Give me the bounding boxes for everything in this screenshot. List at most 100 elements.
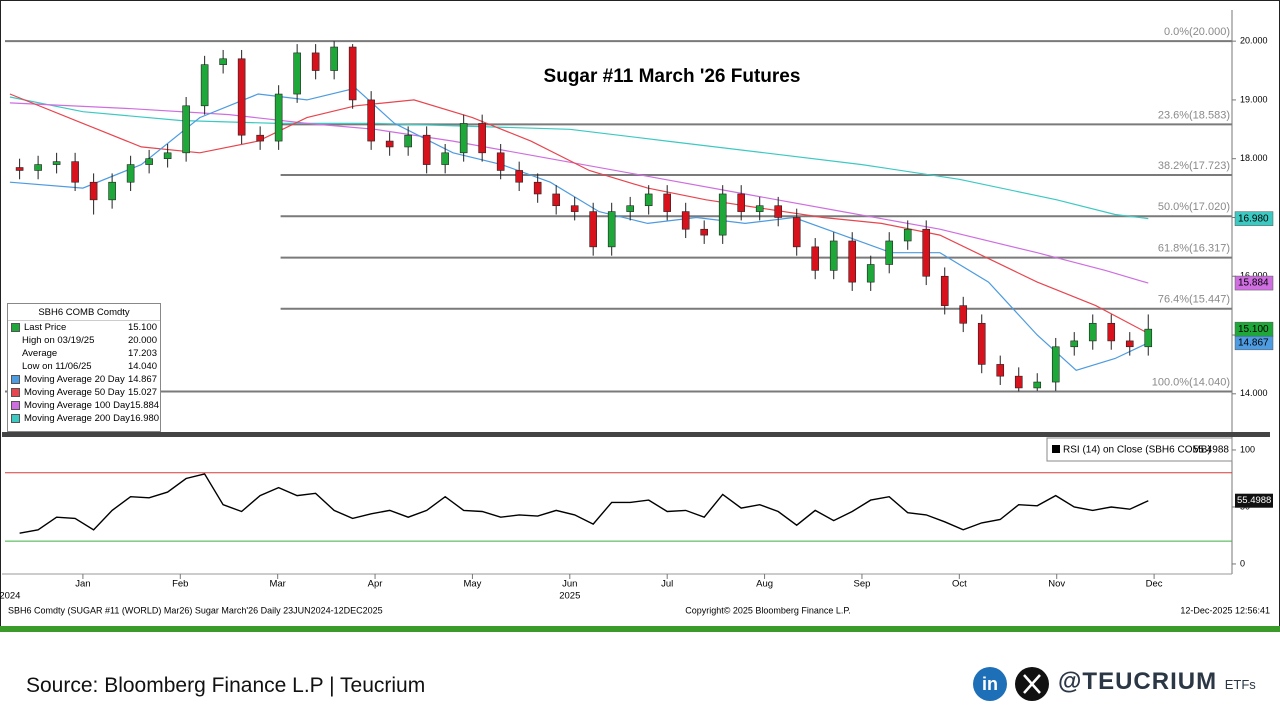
- legend-swatch: [11, 337, 18, 344]
- fib-label: 38.2%(17.723): [1158, 160, 1230, 172]
- candle-body: [274, 93, 283, 142]
- rsi-note: on Close (SBH6 COMB): [1103, 445, 1211, 456]
- candle-body: [940, 275, 949, 306]
- candle-body: [311, 52, 320, 71]
- fib-label: 0.0%(20.000): [1164, 26, 1230, 38]
- legend-swatch: [11, 350, 18, 357]
- x-tick-label: Jan: [75, 579, 90, 590]
- legend-swatch: [11, 375, 20, 384]
- candle-body: [663, 193, 671, 212]
- footer-right: 12-Dec-2025 12:56:41: [1180, 605, 1270, 615]
- candle-body: [755, 205, 764, 212]
- y-tick-label: 18.000: [1240, 153, 1268, 163]
- x-tick-label: Oct: [952, 579, 967, 590]
- rsi-swatch: [1052, 445, 1060, 453]
- legend-label: Moving Average 20 Day: [24, 374, 125, 385]
- x-year-label: 2025: [559, 591, 580, 602]
- candle-body: [459, 123, 468, 154]
- x-tick-label: Jul: [661, 579, 673, 590]
- legend-value: 15.100: [127, 322, 157, 333]
- value-tag: [1234, 211, 1274, 226]
- candle-body: [885, 240, 894, 265]
- panel-separator: [2, 432, 1270, 437]
- candle-body: [163, 152, 172, 159]
- legend-row: Low on 11/06/25 14.040: [8, 360, 160, 373]
- candle-body: [774, 205, 783, 218]
- legend-label: Moving Average 200 Day: [24, 413, 130, 424]
- y-tick-label: 19.000: [1240, 94, 1268, 104]
- candle-body: [718, 193, 727, 236]
- moving-average-line: [9, 87, 1149, 371]
- candle-body: [570, 205, 579, 212]
- candle-body: [866, 264, 875, 283]
- brand: @TEUCRIUM ETFs: [1058, 668, 1256, 696]
- candle-body: [182, 105, 190, 154]
- y-tick-label: 16.000: [1240, 271, 1268, 281]
- candle-body: [52, 161, 61, 165]
- fib-label: 76.4%(15.447): [1158, 294, 1230, 306]
- candle-body: [737, 193, 746, 212]
- x-tick-label: Nov: [1048, 579, 1065, 590]
- candle-body: [496, 152, 505, 171]
- value-tag: [1234, 321, 1274, 337]
- legend-label: Last Price: [24, 322, 67, 333]
- x-glyph: [1023, 674, 1041, 694]
- value-tag-label: 15.884: [1238, 278, 1269, 289]
- candle-body: [533, 181, 542, 195]
- x-tick-label: Aug: [756, 579, 773, 590]
- moving-average-line: [9, 96, 1149, 220]
- candle-body: [1088, 322, 1097, 342]
- legend-label: Moving Average 100 Day: [24, 400, 130, 411]
- legend-label: Low on 11/06/25: [22, 361, 92, 372]
- brand-handle: @TEUCRIUM: [1058, 668, 1218, 695]
- candle-body: [256, 134, 264, 142]
- candle-body: [792, 217, 801, 248]
- legend-value: 16.980: [129, 413, 160, 424]
- x-tick-label: Mar: [269, 579, 285, 590]
- legend-value: 15.027: [127, 387, 157, 398]
- rsi-name: RSI (14): [1063, 445, 1100, 456]
- candle-body: [552, 193, 560, 207]
- candle-body: [681, 211, 690, 230]
- legend-value: 15.884: [129, 400, 160, 411]
- legend-value: 14.040: [127, 361, 157, 372]
- x-tick-label: Jun: [562, 579, 577, 590]
- candle-body: [348, 46, 357, 101]
- value-tag-label: 14.867: [1238, 337, 1269, 348]
- source: Source: Bloomberg Finance L.P | Teucrium: [26, 674, 426, 697]
- y-tick-label: 14.000: [1240, 388, 1268, 398]
- legend-value: 14.867: [127, 374, 157, 385]
- x-tick-label: Feb: [172, 579, 188, 590]
- candle-body: [422, 134, 431, 165]
- linkedin-icon[interactable]: [973, 667, 1007, 701]
- legend-row: Moving Average 20 Day 14.867: [8, 373, 160, 386]
- x-year-label: 2024: [0, 591, 20, 602]
- y-tick-label: 0: [1240, 558, 1245, 568]
- y-tick-label: 20.000: [1240, 36, 1268, 46]
- chart-title: Sugar #11 March '26 Futures: [544, 66, 801, 87]
- candle-body: [1107, 322, 1116, 342]
- legend-row: Moving Average 50 Day 15.027: [8, 386, 160, 399]
- legend-value: 20.000: [127, 335, 157, 346]
- candle-body: [219, 58, 227, 65]
- candle-body: [829, 240, 838, 271]
- candle-body: [977, 322, 986, 365]
- candle-body: [607, 211, 616, 248]
- candle-body: [108, 181, 116, 201]
- candle-body: [34, 164, 42, 171]
- moving-average-line: [9, 93, 1149, 334]
- legend-swatch: [11, 401, 20, 410]
- candle-body: [89, 181, 98, 201]
- candle-body: [1014, 375, 1023, 389]
- fib-label: 23.6%(18.583): [1158, 109, 1230, 121]
- candle-body: [848, 240, 857, 283]
- candle-body: [200, 64, 209, 107]
- x-tick-label: Sep: [853, 579, 870, 590]
- candle-body: [1125, 340, 1134, 348]
- value-tag: [1235, 493, 1273, 508]
- legend-row: High on 03/19/25 20.000: [8, 334, 160, 347]
- candle-body: [293, 52, 301, 95]
- candle-body: [145, 158, 153, 165]
- legend-value: 17.203: [127, 348, 157, 359]
